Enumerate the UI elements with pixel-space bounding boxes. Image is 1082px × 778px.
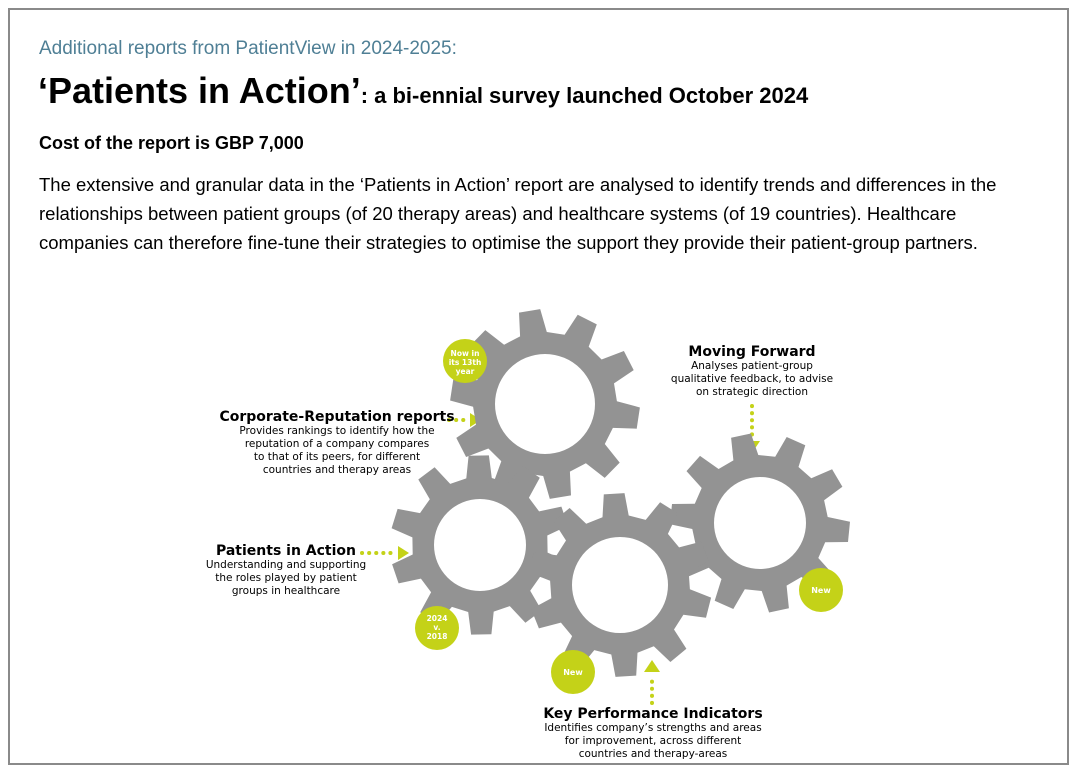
svg-text:2018: 2018 [427,632,448,641]
svg-text:Now in: Now in [451,349,480,358]
svg-text:2024: 2024 [427,614,448,623]
report-title: ‘Patients in Action’: a bi-ennial survey… [38,70,808,112]
label-kpi: Key Performance Indicators Identifies co… [540,706,766,761]
gear-patients [391,455,569,635]
label-patients-title: Patients in Action [215,543,357,559]
report-description: The extensive and granular data in the ‘… [39,174,997,253]
report-title-main: ‘Patients in Action’ [38,70,361,111]
beehive-icon [513,373,577,436]
gauge-icon [588,553,652,617]
svg-text:New: New [563,668,583,677]
label-patients: Patients in Action Understanding and sup… [196,543,376,598]
gear-kpi [528,493,712,677]
label-kpi-title: Key Performance Indicators [543,706,763,722]
report-title-sub: : a bi-ennial survey launched October 20… [360,83,809,108]
label-corporate-title: Corporate-Reputation reports [219,409,455,425]
badge-moving: New [799,568,843,612]
svg-text:its 13th: its 13th [449,358,482,367]
badge-patients: 2024 v. 2018 [415,606,459,650]
svg-text:v.: v. [433,623,440,632]
speech-bubble-people-icon [740,488,780,563]
svg-text:New: New [811,586,831,595]
intro-heading: Additional reports from PatientView in 2… [39,38,457,59]
gear-moving [670,433,850,613]
badge-corporate: Now in its 13th year [443,339,487,383]
label-corporate: Corporate-Reputation reports Provides ra… [208,409,466,477]
connector-patients [360,546,409,560]
svg-text:year: year [456,367,475,376]
label-moving-title: Moving Forward [688,344,816,360]
badge-kpi: New [551,650,595,694]
label-kpi-desc: Identifies company’s strengths and areas… [544,722,762,760]
people-group-icon [450,514,514,574]
report-cost: Cost of the report is GBP 7,000 [39,133,304,153]
connector-kpi [644,660,660,705]
gear-corporate [450,309,640,499]
page-frame [8,8,1069,765]
label-patients-desc: Understanding and supporting the roles p… [205,559,367,597]
label-corporate-desc: Provides rankings to identify how the re… [239,425,435,476]
label-moving-desc: Analyses patient-group qualitative feedb… [670,360,834,398]
label-moving: Moving Forward Analyses patient-group qu… [664,344,840,399]
